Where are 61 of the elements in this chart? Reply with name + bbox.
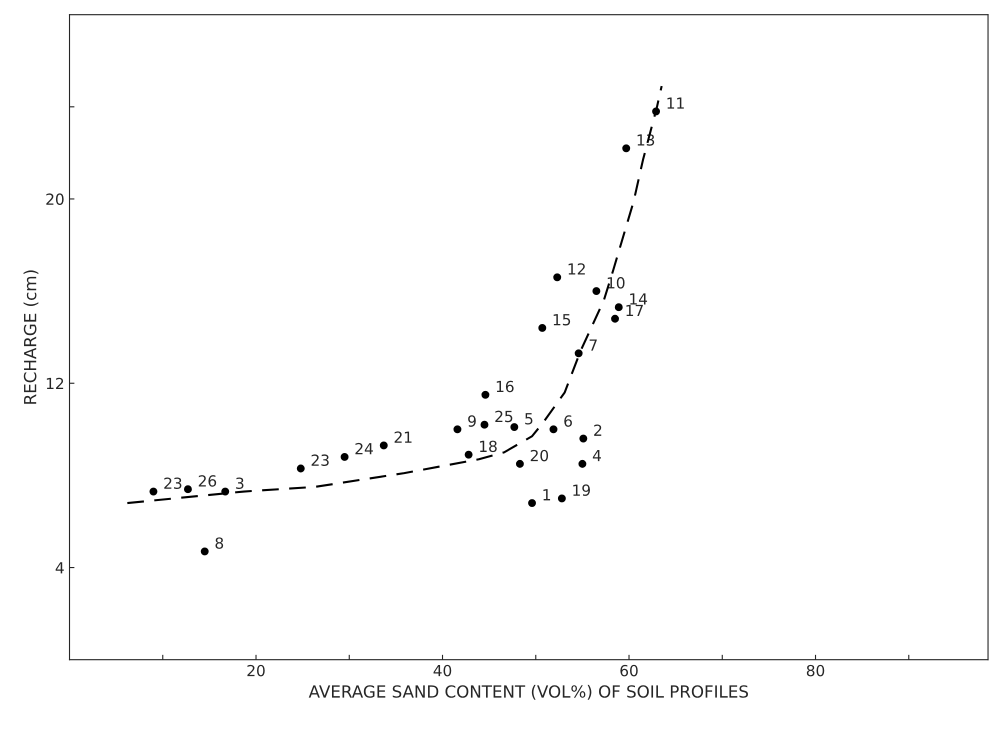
x-tick-label: 20 <box>247 664 265 676</box>
point <box>578 460 586 468</box>
point <box>464 450 473 459</box>
point <box>221 488 230 496</box>
point <box>592 287 600 296</box>
x-tick-label: 60 <box>620 664 638 676</box>
annotation: 5 <box>525 413 532 425</box>
point <box>622 144 630 152</box>
annotation: 12 <box>568 263 585 275</box>
x-axis-title: AVERAGE SAND CONTENT (VOL%) OF SOIL PROFILES <box>308 684 748 700</box>
point <box>149 488 158 496</box>
point <box>558 494 566 502</box>
point <box>538 324 546 332</box>
annotation: 19 <box>573 484 590 496</box>
x-tick-label: 40 <box>434 664 452 676</box>
line-series <box>126 85 663 504</box>
point <box>614 303 623 312</box>
point <box>340 453 349 461</box>
point <box>200 547 209 556</box>
point <box>553 273 562 282</box>
annotation: 26 <box>198 475 216 487</box>
point <box>550 425 558 434</box>
point <box>611 314 619 323</box>
annotation: 23 <box>164 477 182 490</box>
point <box>528 499 536 507</box>
y-axis-title: RECHARGE (cm) <box>24 270 38 404</box>
point <box>453 425 462 434</box>
point <box>184 485 192 494</box>
annotation: 11 <box>667 98 684 109</box>
annotation: 4 <box>592 450 601 462</box>
point <box>579 434 588 442</box>
annotation: 7 <box>590 339 597 351</box>
x-tick-label: 80 <box>806 664 824 676</box>
y-tick-label: 20 <box>46 193 64 205</box>
annotation: 1 <box>543 489 550 500</box>
annotation: 24 <box>355 442 373 454</box>
annotation: 9 <box>468 415 476 427</box>
annotation: 23 <box>312 454 329 466</box>
annotation: 6 <box>564 415 572 427</box>
annotation: 2 <box>594 424 602 436</box>
annotation: 21 <box>394 431 412 443</box>
point <box>574 349 583 358</box>
point <box>380 442 388 450</box>
annotation: 10 <box>608 277 625 289</box>
point <box>516 460 524 468</box>
point <box>296 464 305 472</box>
annotation: 3 <box>236 477 244 490</box>
annotation: 15 <box>554 314 570 326</box>
point <box>481 390 490 399</box>
y-tick-label: 12 <box>46 378 64 390</box>
point <box>480 420 488 429</box>
annotation: 17 <box>626 304 643 316</box>
point <box>510 423 518 431</box>
annotation: 16 <box>496 380 514 392</box>
annotation: 8 <box>215 537 224 549</box>
annotation: 18 <box>480 440 497 452</box>
annotation: 14 <box>630 293 648 305</box>
point <box>652 107 660 116</box>
annotation: 25 <box>495 410 512 422</box>
annotation: 20 <box>530 450 548 462</box>
y-tick-label: 4 <box>56 562 64 574</box>
